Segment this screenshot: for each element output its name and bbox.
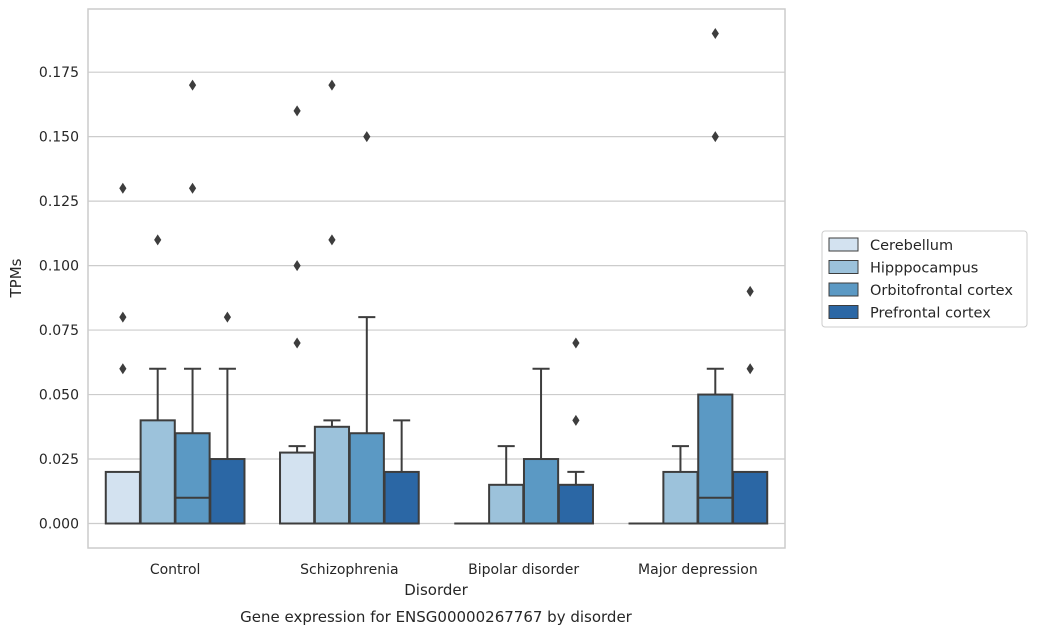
- y-tick-label: 0.050: [39, 388, 79, 404]
- x-axis-label: Disorder: [404, 581, 468, 599]
- outlier-marker: [293, 260, 301, 272]
- box-hipppocampus: [662, 445, 699, 525]
- outlier-marker: [293, 105, 301, 117]
- outlier-marker: [119, 182, 127, 194]
- outlier-marker: [188, 182, 197, 194]
- box: [662, 470, 699, 525]
- outlier-marker: [711, 28, 719, 39]
- y-tick-label: 0.075: [39, 323, 79, 339]
- outlier-marker: [223, 311, 231, 323]
- box: [697, 393, 734, 525]
- y-tick-label: 0.025: [39, 452, 79, 468]
- box-hipppocampus: [313, 79, 351, 525]
- legend-frame: [821, 230, 1028, 328]
- legend-swatch: [828, 237, 859, 252]
- box: [174, 432, 211, 525]
- legend-swatch: [828, 282, 859, 297]
- box: [557, 483, 594, 525]
- box: [279, 451, 316, 525]
- x-tick-label: Control: [150, 562, 201, 578]
- box: [139, 419, 176, 525]
- box: [522, 458, 560, 525]
- outlier-marker: [363, 131, 371, 143]
- legend-swatch: [828, 305, 859, 319]
- outlier-marker: [119, 311, 127, 323]
- box: [313, 425, 351, 525]
- y-tick-label: 0.150: [39, 130, 79, 146]
- box-prefrontal-cortex: [732, 285, 769, 525]
- y-tick-label: 0.175: [39, 65, 79, 81]
- outlier-marker: [293, 337, 301, 349]
- outlier-marker: [154, 234, 162, 246]
- x-tick-label: Major depression: [638, 562, 758, 578]
- x-tick-label: Bipolar disorder: [468, 562, 579, 578]
- legend-label: Prefrontal cortex: [870, 306, 991, 322]
- box: [488, 483, 525, 525]
- outlier-marker: [572, 337, 580, 349]
- box-layer: [104, 28, 769, 525]
- outlier-marker: [711, 131, 719, 143]
- box-cerebellum: [279, 105, 316, 525]
- box-orbitofrontal-cortex: [348, 131, 385, 525]
- y-tick-label: 0.000: [39, 517, 79, 533]
- box-orbitofrontal-cortex: [522, 367, 560, 525]
- outlier-marker: [328, 79, 336, 91]
- chart-caption: Gene expression for ENSG00000267767 by d…: [240, 608, 633, 626]
- box: [732, 470, 769, 525]
- x-tick-labels: Control Schizophrenia Bipolar disorder Majo…: [150, 562, 758, 578]
- box-prefrontal-cortex: [557, 337, 594, 525]
- box: [104, 470, 141, 525]
- box: [348, 432, 385, 525]
- y-tick-label: 0.100: [39, 259, 79, 275]
- box-prefrontal-cortex: [383, 419, 420, 525]
- outlier-marker: [328, 234, 336, 246]
- box: [209, 458, 246, 525]
- box-hipppocampus: [139, 234, 176, 525]
- outlier-marker: [572, 414, 580, 426]
- outlier-marker: [119, 363, 127, 375]
- legend-label: Cerebellum: [870, 238, 953, 254]
- outlier-marker: [746, 285, 754, 297]
- y-tick-label: 0.125: [39, 194, 79, 210]
- outlier-marker: [746, 363, 754, 375]
- legend-swatch: [828, 260, 859, 274]
- legend-label: Orbitofrontal cortex: [870, 283, 1013, 299]
- box-hipppocampus: [488, 445, 525, 525]
- plot-frame: [87, 8, 786, 549]
- legend-label: Hipppocampus: [870, 261, 978, 277]
- box-cerebellum: [104, 182, 141, 525]
- y-axis-label: TPMs: [7, 258, 25, 298]
- x-tick-label: Schizophrenia: [300, 562, 398, 578]
- outlier-marker: [188, 79, 197, 91]
- box-orbitofrontal-cortex: [697, 28, 734, 525]
- box-prefrontal-cortex: [209, 311, 246, 525]
- box: [383, 470, 420, 525]
- legend: Cerebellum Hipppocampus Orbitofrontal cort…: [821, 230, 1028, 328]
- y-tick-labels: 0.000 0.025 0.050 0.075 0.100 0.125 0.150 0.175: [39, 65, 79, 532]
